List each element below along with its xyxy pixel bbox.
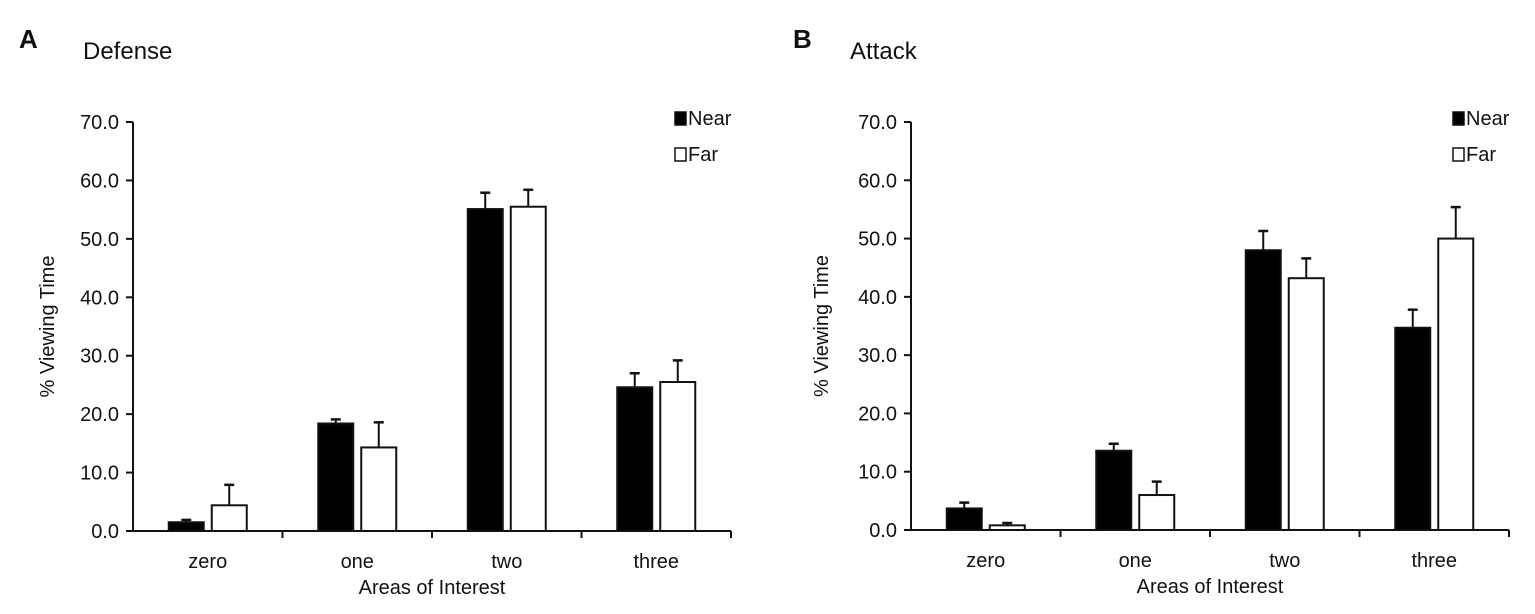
bar-far <box>1437 237 1475 531</box>
chart-title: Attack <box>850 38 917 65</box>
y-tick-label: 50.0 <box>858 229 897 251</box>
bar-far <box>1138 494 1176 531</box>
bar-near <box>1244 249 1282 531</box>
bar-chart-defense: 0.0 10.0 20.0 30.0 40.0 50.0 60.0 70.0 zero one tw… <box>37 108 732 599</box>
bar-far <box>659 381 697 532</box>
legend-swatch-near <box>1452 111 1465 126</box>
bar-near <box>945 507 983 532</box>
bar-near <box>317 422 355 532</box>
bar-far <box>360 446 398 532</box>
chart-title: Defense <box>83 38 173 65</box>
y-tick-label: 20.0 <box>80 404 119 426</box>
y-tick-label: 50.0 <box>80 229 119 251</box>
x-tick-label: three <box>633 551 679 573</box>
x-tick-label: zero <box>966 550 1005 572</box>
y-tick-label: 0.0 <box>869 520 897 542</box>
panel-b-attack: B Attack 0.0 10.0 20.0 30.0 40.0 50.0 60.0 70.0… <box>778 0 1535 614</box>
x-tick-label: one <box>1119 550 1152 572</box>
legend-label: Far <box>1466 144 1496 166</box>
y-tick-label: 10.0 <box>858 462 897 484</box>
bar-far <box>210 504 248 533</box>
legend-swatch-far <box>1452 147 1465 162</box>
bar-near <box>616 386 654 532</box>
y-axis-label: % Viewing Time <box>811 255 833 397</box>
x-tick-label: one <box>341 551 374 573</box>
bar-near <box>167 521 205 533</box>
y-tick-label: 70.0 <box>80 112 119 134</box>
y-tick-label: 10.0 <box>80 463 119 485</box>
y-tick-label: 40.0 <box>80 287 119 309</box>
bar-far <box>988 524 1026 532</box>
x-tick-label: two <box>491 551 522 573</box>
bar-chart-attack: 0.0 10.0 20.0 30.0 40.0 50.0 60.0 70.0 zero one tw… <box>811 108 1510 598</box>
legend-label: Near <box>688 108 732 130</box>
legend-swatch-far <box>674 147 687 162</box>
panel-letter: A <box>19 24 38 54</box>
bar-near <box>1095 449 1133 531</box>
y-tick-label: 0.0 <box>91 521 119 543</box>
legend-label: Far <box>688 144 718 166</box>
bar-far <box>1287 277 1325 531</box>
panel-a-defense: A Defense 0.0 10.0 20.0 30.0 40.0 50.0 60.0 70.… <box>19 24 732 599</box>
bar-far <box>509 205 547 532</box>
y-tick-label: 30.0 <box>858 345 897 367</box>
y-tick-label: 60.0 <box>80 170 119 192</box>
bar-near <box>1394 326 1432 531</box>
x-tick-label: three <box>1411 550 1457 572</box>
y-tick-label: 60.0 <box>858 170 897 192</box>
legend-label: Near <box>1466 108 1510 130</box>
y-tick-label: 20.0 <box>858 403 897 425</box>
y-tick-label: 30.0 <box>80 346 119 368</box>
y-tick-label: 70.0 <box>858 112 897 134</box>
bar-near <box>466 208 504 533</box>
x-tick-label: two <box>1269 550 1300 572</box>
x-tick-label: zero <box>188 551 227 573</box>
legend-swatch-near <box>674 111 687 126</box>
y-axis-label: % Viewing Time <box>37 256 59 398</box>
x-axis-label: Areas of Interest <box>1137 576 1284 598</box>
x-axis-label: Areas of Interest <box>359 577 506 599</box>
y-tick-label: 40.0 <box>858 287 897 309</box>
panel-letter: B <box>793 24 812 54</box>
